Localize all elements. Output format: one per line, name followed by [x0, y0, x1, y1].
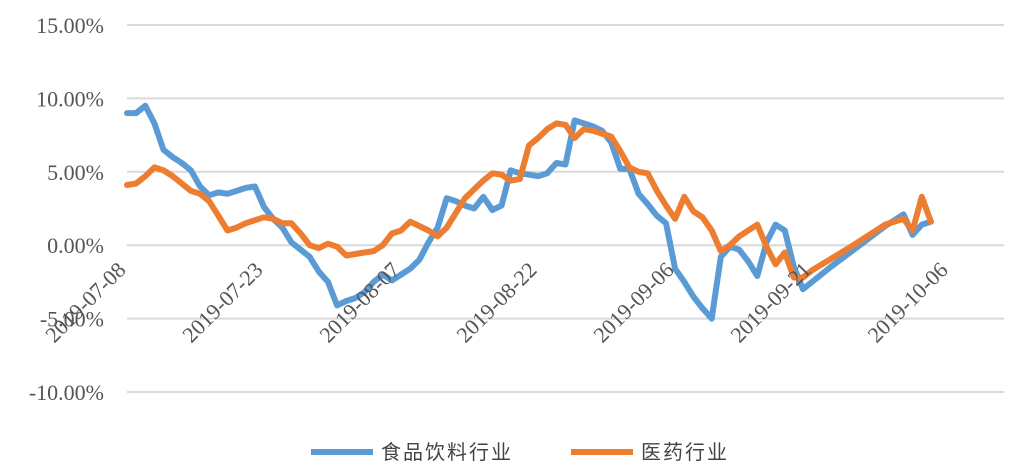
y-tick-label: -5.00%: [40, 307, 104, 332]
legend: 食品饮料行业 医药行业: [311, 440, 729, 464]
y-tick-label: -10.00%: [29, 380, 104, 405]
y-tick-label: 10.00%: [36, 86, 104, 111]
x-tick-label: 2019-07-08: [40, 257, 130, 347]
series-lines: [124, 102, 934, 322]
x-tick-label: 2019-08-22: [451, 257, 541, 347]
y-tick-label: 15.00%: [36, 13, 104, 38]
x-tick-label: 2019-09-06: [588, 257, 678, 347]
y-tick-label: 0.00%: [47, 233, 104, 258]
x-tick-label: 2019-08-07: [314, 257, 404, 347]
x-tick-label: 2019-07-23: [177, 257, 267, 347]
y-axis-ticks: 15.00% 10.00% 5.00% 0.00% -5.00% -10.00%: [29, 13, 104, 405]
gridlines: [127, 24, 1004, 393]
series-line-0: [124, 102, 934, 322]
x-tick-label: 2019-10-06: [862, 257, 952, 347]
series-line-1: [124, 120, 934, 281]
x-tick-label: 2019-09-21: [725, 257, 815, 347]
legend-label: 食品饮料行业: [381, 440, 513, 464]
legend-label: 医药行业: [641, 440, 729, 464]
y-tick-label: 5.00%: [47, 160, 104, 185]
